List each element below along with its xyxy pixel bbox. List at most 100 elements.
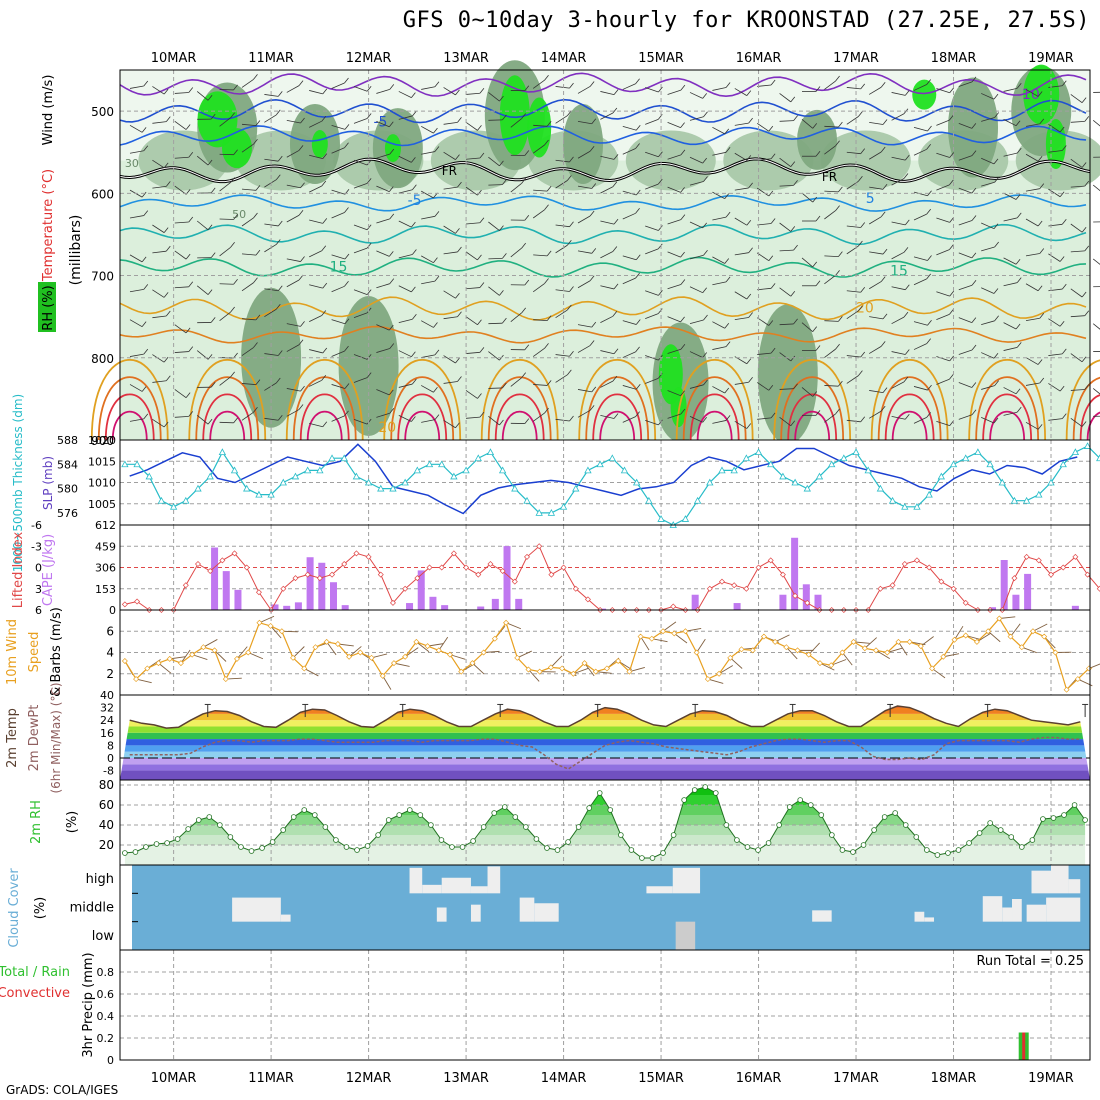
cape-bar xyxy=(1024,573,1032,610)
wind-barb-flag xyxy=(207,224,213,231)
wind-barb-flag xyxy=(927,125,932,132)
surface-wind-barb xyxy=(393,662,410,667)
wind-barb-flag xyxy=(499,290,504,296)
cape-bar xyxy=(691,594,699,610)
wind-barb-flag xyxy=(768,320,774,326)
wind-barb xyxy=(824,255,839,258)
temp-tick-label: 40 xyxy=(100,689,114,702)
wind-barb-flag xyxy=(544,407,549,414)
wind-barb xyxy=(981,93,995,100)
cloud-axis-label-1: Cloud Cover xyxy=(7,868,22,948)
wind-barb-flag xyxy=(455,357,460,364)
wind-barb-flag xyxy=(300,321,305,327)
rh-marker xyxy=(554,847,561,853)
wind-barb xyxy=(600,112,614,120)
cloud-block xyxy=(1051,865,1069,894)
wind-barb-flag xyxy=(477,125,482,131)
cape-bar xyxy=(234,589,242,610)
temperature-contour xyxy=(1072,376,1100,441)
wind-barb-flag xyxy=(207,354,213,360)
wind-barb-flag xyxy=(298,145,304,151)
wind-barb-flag xyxy=(544,343,549,349)
wind-barb-flag xyxy=(322,218,328,224)
wind-barb xyxy=(891,381,905,389)
cape-bar xyxy=(599,608,607,610)
cloud-panel-bg xyxy=(132,865,1090,950)
cape-bar xyxy=(271,604,279,610)
wind-barb-flag xyxy=(860,148,866,154)
wind-barb xyxy=(1003,282,1018,287)
rh-axis-label-1: 2m RH xyxy=(29,800,44,844)
wind-barb-flag xyxy=(793,180,798,186)
wind-barb xyxy=(734,88,748,96)
wind-barb xyxy=(779,222,792,232)
wind-speed-marker xyxy=(660,628,666,635)
isotherm-label: -5 xyxy=(408,193,422,209)
isotherm-line xyxy=(119,256,1087,278)
wind-barb-flag xyxy=(635,254,641,260)
lifted-index-marker xyxy=(499,568,506,575)
wind-barb-flag xyxy=(812,326,818,332)
temperature-contour xyxy=(891,410,928,441)
wind-barb xyxy=(734,122,749,126)
thickness-marker xyxy=(754,448,763,456)
rh-marker xyxy=(596,790,603,796)
wind-barb xyxy=(465,157,480,160)
lifted-index-marker xyxy=(1035,557,1042,564)
surface-wind-barb xyxy=(875,649,890,660)
wind-speed-marker xyxy=(1018,644,1025,651)
wind-speed-marker xyxy=(1029,628,1036,635)
pressure-tick-label: 600 xyxy=(91,187,114,201)
wind-barb-flag xyxy=(880,405,886,412)
rh-marker xyxy=(691,787,698,793)
thickness-marker xyxy=(1022,496,1031,504)
wind-barb-flag xyxy=(344,142,349,149)
wind-barb xyxy=(398,414,412,422)
wind-barb xyxy=(936,378,950,385)
rh-band xyxy=(124,825,1086,835)
wind-barb-flag xyxy=(746,423,752,429)
wind-speed-marker xyxy=(503,619,510,626)
wind-barb-flag xyxy=(275,303,281,310)
wind-barb-flag xyxy=(411,416,416,422)
wind-barb-flag xyxy=(163,356,169,363)
temp-band xyxy=(120,764,1090,771)
legend-rh: RH (%) xyxy=(41,285,56,330)
wind-barb xyxy=(868,410,882,419)
wind-barb-flag xyxy=(971,279,977,286)
wind-barb xyxy=(286,323,301,327)
wind-speed-marker xyxy=(1063,686,1070,693)
wind-barb xyxy=(645,378,659,384)
wind-speed-marker xyxy=(917,643,924,650)
lifted-index-marker xyxy=(487,560,494,567)
cape-bar xyxy=(318,562,326,610)
wind-barb-flag xyxy=(927,384,932,391)
wind-barb xyxy=(286,85,300,93)
surface-wind-barb xyxy=(158,662,172,674)
temperature-contour xyxy=(299,393,350,441)
lifted-index-marker xyxy=(718,578,725,585)
wind-speed-marker xyxy=(155,660,162,667)
rh-marker xyxy=(702,784,709,790)
wind-barb-flag xyxy=(521,113,526,119)
wind-barb xyxy=(1092,388,1100,395)
wind-barb xyxy=(241,282,254,292)
wind-barb xyxy=(465,287,480,290)
wind-barb-flag xyxy=(321,310,327,316)
wind-barb-flag xyxy=(768,385,774,391)
date-label-top: 13MAR xyxy=(443,51,489,66)
thickness-marker xyxy=(974,448,982,456)
rh-shade-moist xyxy=(912,79,937,110)
wind-barb-flag xyxy=(971,344,977,351)
wind-barb xyxy=(712,386,725,394)
cape-bar xyxy=(222,571,230,610)
wind-speed-marker xyxy=(895,638,902,645)
wind-barb-flag xyxy=(993,158,999,165)
wind-barb-flag xyxy=(185,392,191,398)
wind-barb xyxy=(1070,158,1083,168)
wind-barb-flag xyxy=(680,408,686,415)
wind-barb xyxy=(152,224,165,233)
wind-barb xyxy=(577,215,591,224)
wind-barb-flag xyxy=(1061,80,1067,86)
wind-barb xyxy=(622,416,636,423)
